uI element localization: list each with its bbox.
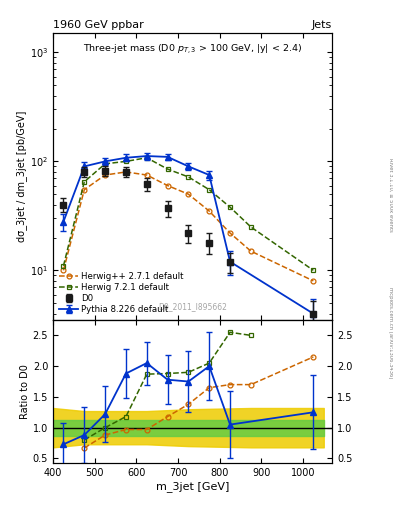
Herwig++ 2.7.1 default (144, 172, 149, 178)
Herwig 7.2.1 default (103, 161, 107, 167)
Line: Herwig 7.2.1 default: Herwig 7.2.1 default (61, 155, 316, 273)
Herwig 7.2.1 default (82, 179, 86, 185)
Herwig 7.2.1 default (207, 186, 211, 193)
Herwig 7.2.1 default (123, 158, 128, 164)
Legend: Herwig++ 2.7.1 default, Herwig 7.2.1 default, D0, Pythia 8.226 default: Herwig++ 2.7.1 default, Herwig 7.2.1 def… (57, 270, 186, 316)
Herwig++ 2.7.1 default (207, 208, 211, 214)
Text: Three-jet mass (D0 $p_{T,3}$ > 100 GeV, |y| < 2.4): Three-jet mass (D0 $p_{T,3}$ > 100 GeV, … (83, 42, 302, 56)
Herwig++ 2.7.1 default (103, 172, 107, 178)
Line: Herwig++ 2.7.1 default: Herwig++ 2.7.1 default (61, 169, 316, 283)
Herwig++ 2.7.1 default (61, 267, 66, 273)
Herwig++ 2.7.1 default (228, 230, 232, 236)
Y-axis label: Ratio to D0: Ratio to D0 (20, 364, 30, 419)
X-axis label: m_3jet [GeV]: m_3jet [GeV] (156, 481, 229, 492)
Herwig 7.2.1 default (228, 204, 232, 210)
Herwig 7.2.1 default (61, 263, 66, 269)
Text: D0_2011_I895662: D0_2011_I895662 (158, 303, 227, 311)
Text: 1960 GeV ppbar: 1960 GeV ppbar (53, 20, 144, 30)
Herwig++ 2.7.1 default (186, 191, 191, 197)
Herwig 7.2.1 default (311, 267, 316, 273)
Herwig 7.2.1 default (165, 166, 170, 172)
Herwig++ 2.7.1 default (82, 186, 86, 193)
Herwig 7.2.1 default (186, 174, 191, 180)
Herwig++ 2.7.1 default (248, 248, 253, 254)
Y-axis label: dσ_3jet / dm_3jet [pb/GeV]: dσ_3jet / dm_3jet [pb/GeV] (16, 111, 27, 242)
Herwig++ 2.7.1 default (311, 278, 316, 284)
Text: mcplots.cern.ch [arXiv:1306.3436]: mcplots.cern.ch [arXiv:1306.3436] (388, 287, 393, 378)
Text: Jets: Jets (312, 20, 332, 30)
Text: Rivet 3.1.10, ≥ 500k events: Rivet 3.1.10, ≥ 500k events (388, 158, 393, 231)
Herwig++ 2.7.1 default (123, 169, 128, 175)
Herwig 7.2.1 default (144, 155, 149, 161)
Herwig++ 2.7.1 default (165, 182, 170, 188)
Herwig 7.2.1 default (248, 224, 253, 230)
